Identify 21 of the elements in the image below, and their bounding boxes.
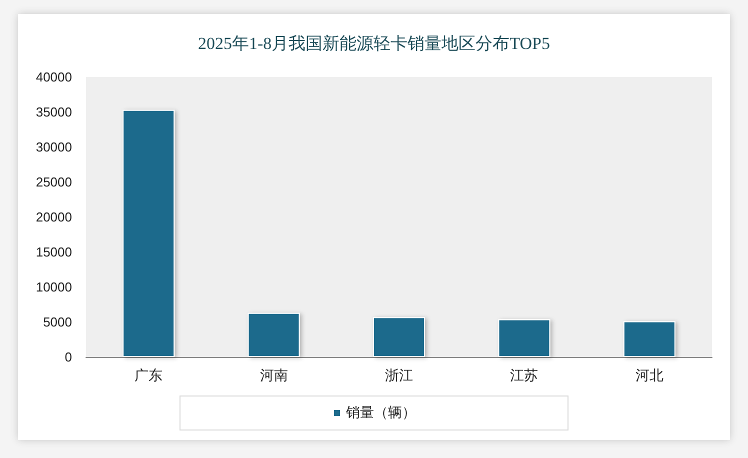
y-tick-label: 5000: [43, 314, 72, 330]
bar: [498, 319, 550, 357]
x-tick-label: 河南: [260, 368, 288, 384]
y-tick-label: 40000: [36, 70, 72, 84]
y-tick-label: 10000: [36, 280, 72, 294]
y-tick-label: 20000: [36, 210, 72, 224]
x-tick-label: 浙江: [385, 368, 413, 384]
y-tick-label: 15000: [36, 244, 72, 260]
bar: [623, 321, 676, 357]
x-tick-label: 河北: [635, 368, 664, 384]
y-tick-label: 25000: [36, 174, 72, 190]
bar: [248, 312, 300, 357]
chart-title: 2025年1-8月我国新能源轻卡销量地区分布TOP5: [198, 34, 550, 53]
legend-label: 销量（辆）: [345, 405, 416, 421]
bar: [122, 110, 175, 357]
y-tick-label: 30000: [36, 140, 72, 154]
bar: [373, 317, 425, 357]
x-tick-label: 广东: [134, 368, 163, 384]
y-tick-label: 35000: [36, 104, 72, 120]
x-tick-label: 江苏: [510, 368, 538, 384]
y-tick-label: 0: [64, 350, 72, 364]
